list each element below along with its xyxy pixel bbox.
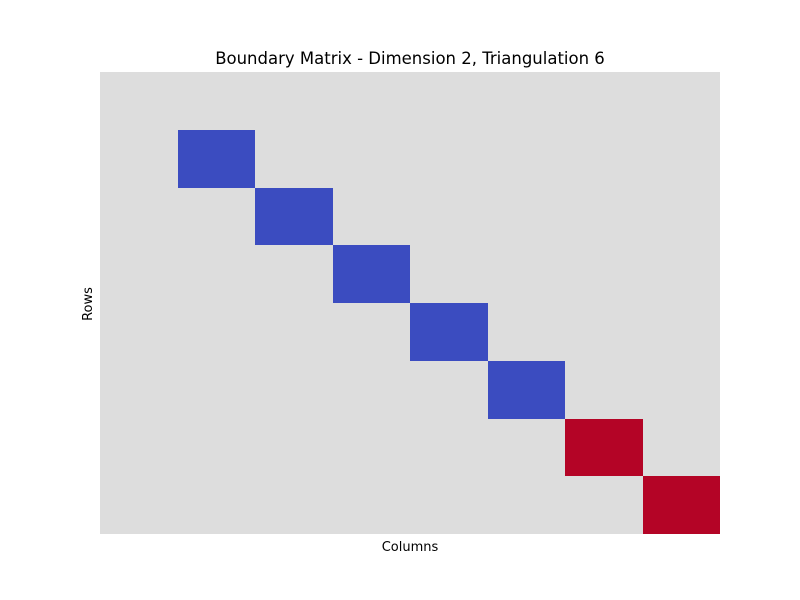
heatmap-cell-r0-c2	[255, 72, 333, 130]
heatmap-cell-r3-c7	[643, 245, 720, 303]
heatmap-cell-r5-c6	[565, 361, 643, 419]
heatmap-cell-r6-c4	[410, 419, 488, 476]
heatmap-cell-r4-c7	[643, 303, 720, 361]
heatmap-cell-r7-c6	[565, 476, 643, 534]
heatmap-cell-r7-c0	[100, 476, 178, 534]
heatmap-cell-r0-c6	[565, 72, 643, 130]
heatmap-cell-r3-c6	[565, 245, 643, 303]
heatmap-cell-r6-c6	[565, 419, 643, 476]
heatmap-cell-r4-c0	[100, 303, 178, 361]
heatmap-cell-r3-c4	[410, 245, 488, 303]
heatmap-plot-area	[100, 72, 720, 534]
heatmap-cell-r0-c5	[488, 72, 565, 130]
heatmap-cell-r1-c2	[255, 130, 333, 188]
heatmap-cell-r7-c5	[488, 476, 565, 534]
heatmap-cell-r3-c2	[255, 245, 333, 303]
heatmap-cell-r1-c4	[410, 130, 488, 188]
heatmap-cell-r4-c5	[488, 303, 565, 361]
heatmap-cell-r5-c4	[410, 361, 488, 419]
heatmap-cell-r1-c5	[488, 130, 565, 188]
heatmap-cell-r4-c3	[333, 303, 410, 361]
heatmap-cell-r0-c3	[333, 72, 410, 130]
heatmap-cell-r7-c1	[178, 476, 255, 534]
heatmap-cell-r5-c2	[255, 361, 333, 419]
heatmap-cell-r1-c1	[178, 130, 255, 188]
heatmap-cell-r7-c3	[333, 476, 410, 534]
heatmap-cell-r3-c0	[100, 245, 178, 303]
heatmap-cell-r4-c1	[178, 303, 255, 361]
chart-title: Boundary Matrix - Dimension 2, Triangula…	[215, 49, 605, 68]
heatmap-cell-r6-c5	[488, 419, 565, 476]
heatmap-cell-r2-c3	[333, 188, 410, 245]
heatmap-cell-r1-c0	[100, 130, 178, 188]
x-axis-label: Columns	[382, 540, 439, 555]
heatmap-cell-r2-c4	[410, 188, 488, 245]
heatmap-cell-r3-c5	[488, 245, 565, 303]
heatmap-cell-r7-c4	[410, 476, 488, 534]
heatmap-cell-r4-c6	[565, 303, 643, 361]
heatmap-cell-r1-c6	[565, 130, 643, 188]
heatmap-cell-r3-c3	[333, 245, 410, 303]
heatmap-cell-r6-c1	[178, 419, 255, 476]
heatmap-cell-r6-c2	[255, 419, 333, 476]
heatmap-cell-r1-c7	[643, 130, 720, 188]
heatmap-cell-r2-c0	[100, 188, 178, 245]
heatmap-cell-r7-c7	[643, 476, 720, 534]
heatmap-cell-r5-c5	[488, 361, 565, 419]
heatmap-cell-r1-c3	[333, 130, 410, 188]
heatmap-cell-r7-c2	[255, 476, 333, 534]
heatmap-cell-r2-c2	[255, 188, 333, 245]
heatmap-cell-r5-c0	[100, 361, 178, 419]
heatmap-cell-r2-c6	[565, 188, 643, 245]
heatmap-cell-r5-c1	[178, 361, 255, 419]
heatmap-cell-r4-c2	[255, 303, 333, 361]
heatmap-cell-r0-c1	[178, 72, 255, 130]
heatmap-cell-r6-c3	[333, 419, 410, 476]
heatmap-cell-r5-c3	[333, 361, 410, 419]
heatmap-cell-r0-c4	[410, 72, 488, 130]
heatmap-cell-r2-c5	[488, 188, 565, 245]
heatmap-cell-r6-c0	[100, 419, 178, 476]
heatmap-cell-r6-c7	[643, 419, 720, 476]
heatmap-cell-r2-c7	[643, 188, 720, 245]
heatmap-cell-r4-c4	[410, 303, 488, 361]
heatmap-cell-r5-c7	[643, 361, 720, 419]
heatmap-cell-r3-c1	[178, 245, 255, 303]
heatmap-cell-r2-c1	[178, 188, 255, 245]
y-axis-label: Rows	[81, 287, 96, 321]
heatmap-cell-r0-c0	[100, 72, 178, 130]
heatmap-cell-r0-c7	[643, 72, 720, 130]
